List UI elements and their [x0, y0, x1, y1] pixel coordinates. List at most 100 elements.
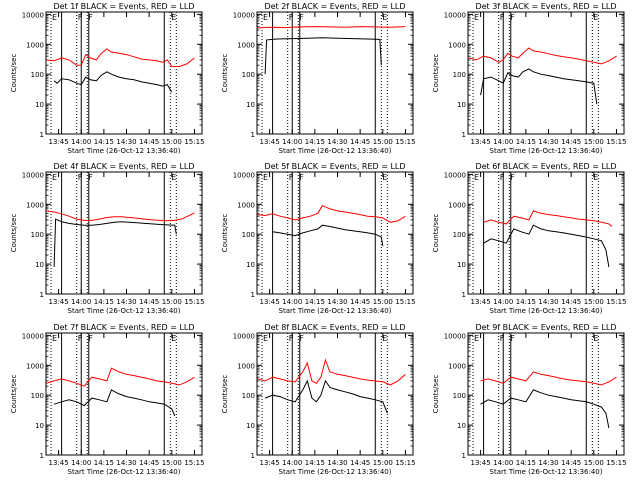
- y-tick-label: 100: [31, 392, 44, 400]
- x-axis-label: Start Time (26-Oct-12 13:36:40): [490, 307, 603, 315]
- y-tick-label: 1000: [237, 362, 255, 370]
- x-tick-label: 14:30: [538, 138, 558, 146]
- series-line-events: [480, 389, 610, 429]
- x-axis-label: Start Time (26-Oct-12 13:36:40): [279, 468, 392, 476]
- y-tick-label: 100: [31, 71, 44, 79]
- x-tick-label: 14:15: [305, 298, 325, 306]
- x-tick-label: 14:00: [282, 459, 302, 467]
- x-axis-label: Start Time (26-Oct-12 13:36:40): [68, 147, 181, 155]
- x-tick-label: 13:45: [470, 298, 490, 306]
- x-tick-label: 15:15: [184, 138, 204, 146]
- series-line-events: [480, 68, 598, 105]
- x-tick-label: 14:30: [327, 138, 347, 146]
- x-tick-label: 15:00: [373, 298, 393, 306]
- marker-label: F: [500, 13, 505, 22]
- panel-title: Det 4f BLACK = Events, RED = LLD: [53, 162, 194, 171]
- x-tick-label: 15:15: [395, 138, 415, 146]
- x-tick-label: 14:00: [282, 298, 302, 306]
- plot-frame: [467, 171, 625, 295]
- x-tick-label: 15:00: [584, 298, 604, 306]
- plot-frame: [45, 171, 203, 295]
- marker-label: E: [171, 173, 176, 182]
- y-tick-label: 1000: [237, 201, 255, 209]
- x-tick-label: 14:30: [116, 459, 136, 467]
- x-tick-label: 14:45: [139, 138, 159, 146]
- marker-label: F: [500, 334, 505, 343]
- y-tick-label: 10: [457, 261, 466, 269]
- panel-3: Det 3f BLACK = Events, RED = LLD 1 10 100 10…: [432, 2, 627, 155]
- x-tick-label: 14:45: [350, 298, 370, 306]
- plot-frame: [467, 11, 625, 135]
- y-axis-label: Counts/sec: [432, 54, 440, 93]
- series-line-lld: [257, 26, 406, 29]
- x-tick-label: 14:45: [350, 459, 370, 467]
- plot-frame: [256, 332, 414, 456]
- y-tick-label: 1: [251, 452, 255, 460]
- x-tick-label: 14:15: [516, 459, 536, 467]
- y-tick-label: 100: [453, 392, 466, 400]
- y-tick-label: 100: [242, 71, 255, 79]
- x-tick-label: 14:15: [94, 298, 114, 306]
- y-tick-label: 100: [242, 231, 255, 239]
- y-tick-label: 1: [462, 291, 466, 299]
- y-tick-label: 10: [246, 261, 255, 269]
- panel-title: Det 6f BLACK = Events, RED = LLD: [475, 162, 616, 171]
- x-tick-label: 14:00: [71, 459, 91, 467]
- panel-8: Det 8f BLACK = Events, RED = LLD 1 10 100 10…: [221, 323, 416, 476]
- panel-title: Det 9f BLACK = Events, RED = LLD: [475, 323, 616, 332]
- series-line-lld: [480, 371, 617, 386]
- y-tick-label: 1: [251, 131, 255, 139]
- x-tick-label: 14:30: [327, 459, 347, 467]
- y-tick-label: 1: [462, 452, 466, 460]
- x-tick-label: 14:00: [493, 459, 513, 467]
- x-tick-label: 13:45: [259, 298, 279, 306]
- marker-label: F: [299, 173, 304, 182]
- series-line-events: [483, 224, 610, 268]
- x-tick-label: 15:00: [373, 459, 393, 467]
- y-tick-label: 10: [35, 101, 44, 109]
- marker-label: E: [52, 13, 57, 22]
- x-tick-label: 15:15: [184, 298, 204, 306]
- x-tick-label: 14:45: [350, 138, 370, 146]
- panel-7: Det 7f BLACK = Events, RED = LLD 1 10 100 10…: [10, 323, 205, 476]
- y-tick-label: 10000: [22, 11, 44, 19]
- x-axis-label: Start Time (26-Oct-12 13:36:40): [68, 307, 181, 315]
- series-line-lld: [257, 358, 406, 386]
- series-line-events: [272, 224, 384, 247]
- x-axis-label: Start Time (26-Oct-12 13:36:40): [279, 147, 392, 155]
- panel-9: Det 9f BLACK = Events, RED = LLD 1 10 100 10…: [432, 323, 627, 476]
- marker-label: E: [263, 173, 268, 182]
- plot-frame: [45, 332, 203, 456]
- y-tick-label: 1: [251, 291, 255, 299]
- panel-6: Det 6f BLACK = Events, RED = LLD 1 10 100 10…: [432, 162, 627, 315]
- panel-4: Det 4f BLACK = Events, RED = LLD 1 10 100 10…: [10, 162, 205, 315]
- y-tick-label: 10: [457, 422, 466, 430]
- marker-label: E: [171, 334, 176, 343]
- x-tick-label: 14:45: [561, 138, 581, 146]
- x-tick-label: 14:30: [116, 138, 136, 146]
- y-tick-label: 10: [457, 101, 466, 109]
- x-tick-label: 14:30: [327, 298, 347, 306]
- marker-label: F: [78, 334, 83, 343]
- y-tick-label: 10: [246, 422, 255, 430]
- marker-label: F: [299, 13, 304, 22]
- x-tick-label: 14:30: [116, 298, 136, 306]
- y-axis-label: Counts/sec: [221, 54, 229, 93]
- marker-label: E: [593, 13, 598, 22]
- y-tick-label: 1000: [26, 201, 44, 209]
- x-tick-label: 13:45: [470, 138, 490, 146]
- series-line-lld: [257, 204, 406, 223]
- marker-label: E: [171, 13, 176, 22]
- y-tick-label: 10000: [22, 171, 44, 179]
- y-axis-label: Counts/sec: [432, 375, 440, 414]
- marker-label: E: [593, 173, 598, 182]
- y-axis-label: Counts/sec: [221, 375, 229, 414]
- x-tick-label: 14:30: [538, 298, 558, 306]
- x-tick-label: 14:15: [94, 138, 114, 146]
- y-axis-label: Counts/sec: [10, 54, 18, 93]
- y-tick-label: 10000: [22, 332, 44, 340]
- marker-label: F: [88, 173, 93, 182]
- plot-frame: [256, 11, 414, 135]
- series-line-lld: [46, 367, 195, 387]
